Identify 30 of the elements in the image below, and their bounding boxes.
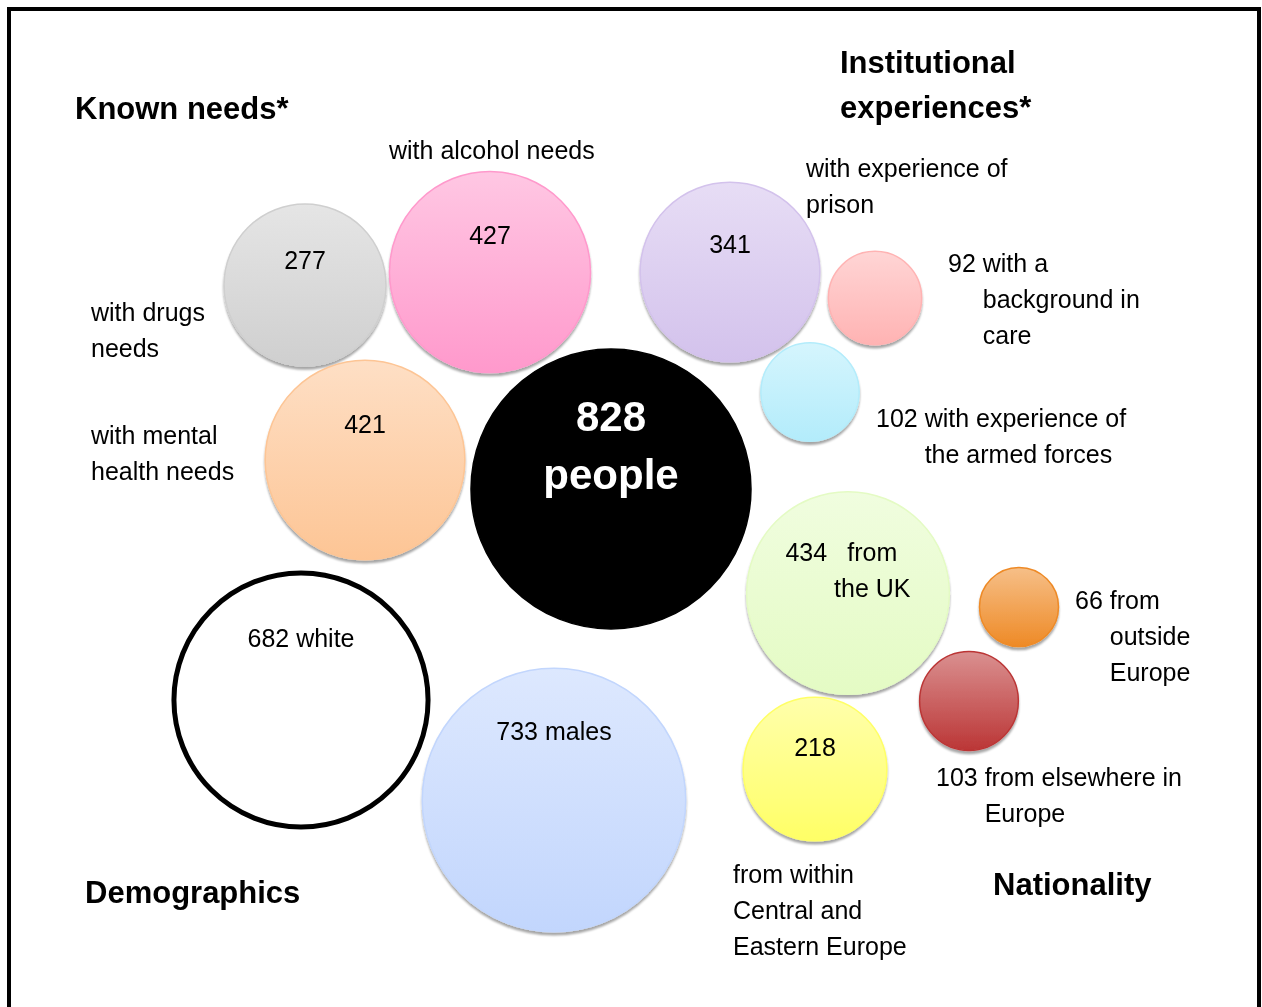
data-label: 92 (948, 248, 976, 277)
data-label: 828 (575, 392, 647, 440)
data-label: 421 (344, 409, 386, 438)
data-label: 341 (709, 229, 751, 258)
category-label: from outside Europe (1109, 585, 1191, 686)
data-label: 682 (247, 623, 290, 652)
data-label: 218 (794, 732, 836, 761)
category-label: people (543, 450, 679, 498)
text: Institutional experiences* (840, 44, 1033, 125)
category-label: white (295, 623, 355, 652)
category-label: with alcohol needs (388, 135, 595, 164)
data-label: 102 (876, 403, 918, 432)
category-label: with experience of the armed forces (923, 403, 1127, 468)
data-label: 733 (496, 716, 539, 745)
category-label: with experience of prison (805, 153, 1008, 218)
data-label: 434 (785, 537, 828, 566)
text: Known needs* (75, 90, 290, 126)
text: Nationality (993, 866, 1153, 902)
category-label: from within Central and Eastern Europe (733, 859, 907, 960)
data-label: 427 (469, 220, 511, 249)
category-label: with a background in care (981, 248, 1140, 349)
data-label: 66 (1075, 585, 1103, 614)
category-label: from the UK (834, 537, 911, 602)
category-label: with mental health needs (90, 420, 235, 485)
category-label: with drugs needs (90, 297, 205, 362)
data-label: 103 (936, 762, 978, 791)
text: Demographics (85, 874, 301, 910)
data-label: 277 (284, 245, 326, 274)
category-label: males (544, 716, 612, 745)
category-label: from elsewhere in Europe (984, 762, 1182, 827)
